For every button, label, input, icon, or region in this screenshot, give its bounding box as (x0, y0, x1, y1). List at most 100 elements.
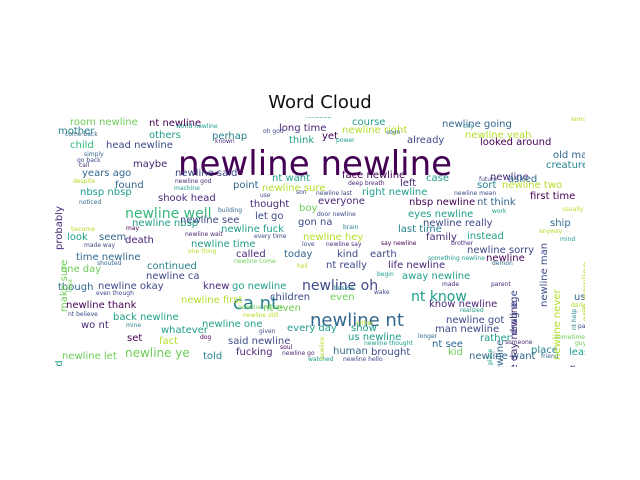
cloud-word: called (236, 249, 266, 260)
cloud-word: simply (84, 151, 104, 158)
cloud-word: newline first (181, 295, 243, 306)
cloud-word: mother (58, 126, 95, 137)
cloud-word: come back (65, 131, 98, 138)
cloud-word: newline got (446, 315, 505, 326)
cloud-word: newline (319, 336, 326, 360)
cloud-word: mind (560, 236, 576, 243)
cloud-word: already (407, 135, 445, 146)
cloud-word: go newline (232, 281, 287, 292)
cloud-word: newline time (191, 239, 256, 250)
cloud-word: newline ye (125, 346, 190, 360)
cloud-word: ship (550, 218, 571, 229)
cloud-word: let go (255, 211, 284, 222)
cloud-word: oh god (263, 128, 284, 135)
cloud-word: demon (492, 260, 513, 267)
cloud-word: newline thought (364, 340, 413, 347)
cloud-word: found (115, 180, 144, 191)
cloud-word: maybe (133, 159, 168, 170)
cloud-word: mine (126, 322, 142, 329)
cloud-word: every day (287, 323, 337, 334)
cloud-word: asked (508, 174, 538, 185)
cloud-word: death (125, 235, 154, 246)
cloud-word: nt newline (149, 118, 202, 129)
cloud-word: newline never (552, 289, 563, 360)
cloud-word: even (330, 292, 355, 303)
cloud-word: away newline (402, 271, 471, 282)
cloud-word: shook head (158, 193, 216, 204)
cloud-word: despite (73, 178, 96, 185)
cloud-word: nt (570, 365, 577, 367)
cloud-word: followed (306, 117, 331, 120)
cloud-word: fact (159, 336, 179, 347)
cloud-word: face newline (342, 170, 406, 181)
cloud-word: newline say (326, 241, 362, 248)
cloud-word: kid (448, 347, 463, 358)
cloud-word: told (203, 351, 223, 362)
cloud-word: first time (530, 191, 576, 202)
cloud-word: newline ca (146, 271, 200, 282)
cloud-word: may (126, 225, 140, 232)
cloud-word: child (70, 140, 94, 151)
cloud-word: right newline (362, 187, 428, 198)
cloud-word: newline yeah (465, 130, 532, 141)
cloud-word: years ago (82, 168, 132, 179)
cloud-word: drag age (509, 290, 520, 335)
cloud-word: said newline (228, 336, 291, 347)
cloud-word: man newline (435, 324, 500, 335)
cloud-word: newline nbsp (132, 218, 199, 229)
cloud-word: point (233, 180, 259, 191)
cloud-word: course (352, 117, 386, 128)
cloud-word: wake (374, 289, 390, 296)
cloud-word: work (492, 208, 507, 215)
cloud-word: soon (386, 129, 401, 136)
cloud-word: son (296, 189, 307, 196)
cloud-word: creature (546, 160, 585, 171)
cloud-word: newline nt (310, 310, 404, 331)
cloud-word: guy (575, 340, 585, 347)
cloud-word: building (218, 207, 243, 214)
cloud-word: back newline (113, 312, 179, 323)
cloud-word: head newline (106, 140, 173, 151)
cloud-word: gon na (298, 217, 333, 228)
cloud-word: instead (467, 231, 504, 242)
cloud-word: newline wait (185, 231, 223, 238)
cloud-word: newline god (175, 178, 212, 185)
cloud-word: go back (77, 157, 101, 164)
cloud-word: place (531, 345, 558, 356)
cloud-word: sometime (555, 334, 585, 341)
cloud-word: say newline (381, 240, 417, 247)
cloud-word: kind (337, 249, 359, 260)
cloud-word: nt believe (68, 311, 98, 318)
cloud-word: newline newline (178, 144, 453, 184)
cloud-word: used (574, 292, 585, 303)
cloud-word: nt see (432, 339, 463, 350)
cloud-word: newline mean (454, 190, 497, 197)
cloud-word: nt want (272, 173, 311, 184)
cloud-word: looked around (480, 137, 552, 148)
cloud-word: us newline (348, 332, 402, 343)
cloud-word: everyone (318, 196, 365, 207)
cloud-word: earth (370, 249, 397, 260)
cloud-word: newline okay (98, 281, 164, 292)
cloud-word: set (127, 333, 143, 344)
cloud-word: known (215, 138, 235, 145)
cloud-word: think (289, 135, 315, 146)
cloud-word: newline still (243, 312, 279, 319)
cloud-word: newline go (282, 350, 315, 357)
figure-title: Word Cloud (268, 92, 372, 113)
cloud-word: human (333, 346, 368, 357)
cloud-word: nt really (326, 260, 368, 271)
cloud-word: time newline (76, 252, 141, 263)
cloud-word: know newline (429, 299, 498, 310)
cloud-word: friend (541, 353, 559, 360)
cloud-word: begin (377, 271, 394, 278)
cloud-word: made (442, 281, 460, 288)
cloud-word: least (569, 347, 585, 358)
cloud-word: nt even (263, 303, 301, 314)
cloud-word: power (336, 137, 355, 144)
cloud-word: newline hey (303, 232, 364, 243)
cloud-word: usually (562, 206, 584, 213)
cloud-word: though (58, 282, 94, 293)
cloud-word: last time (398, 224, 442, 235)
cloud-word: continued (147, 261, 197, 272)
